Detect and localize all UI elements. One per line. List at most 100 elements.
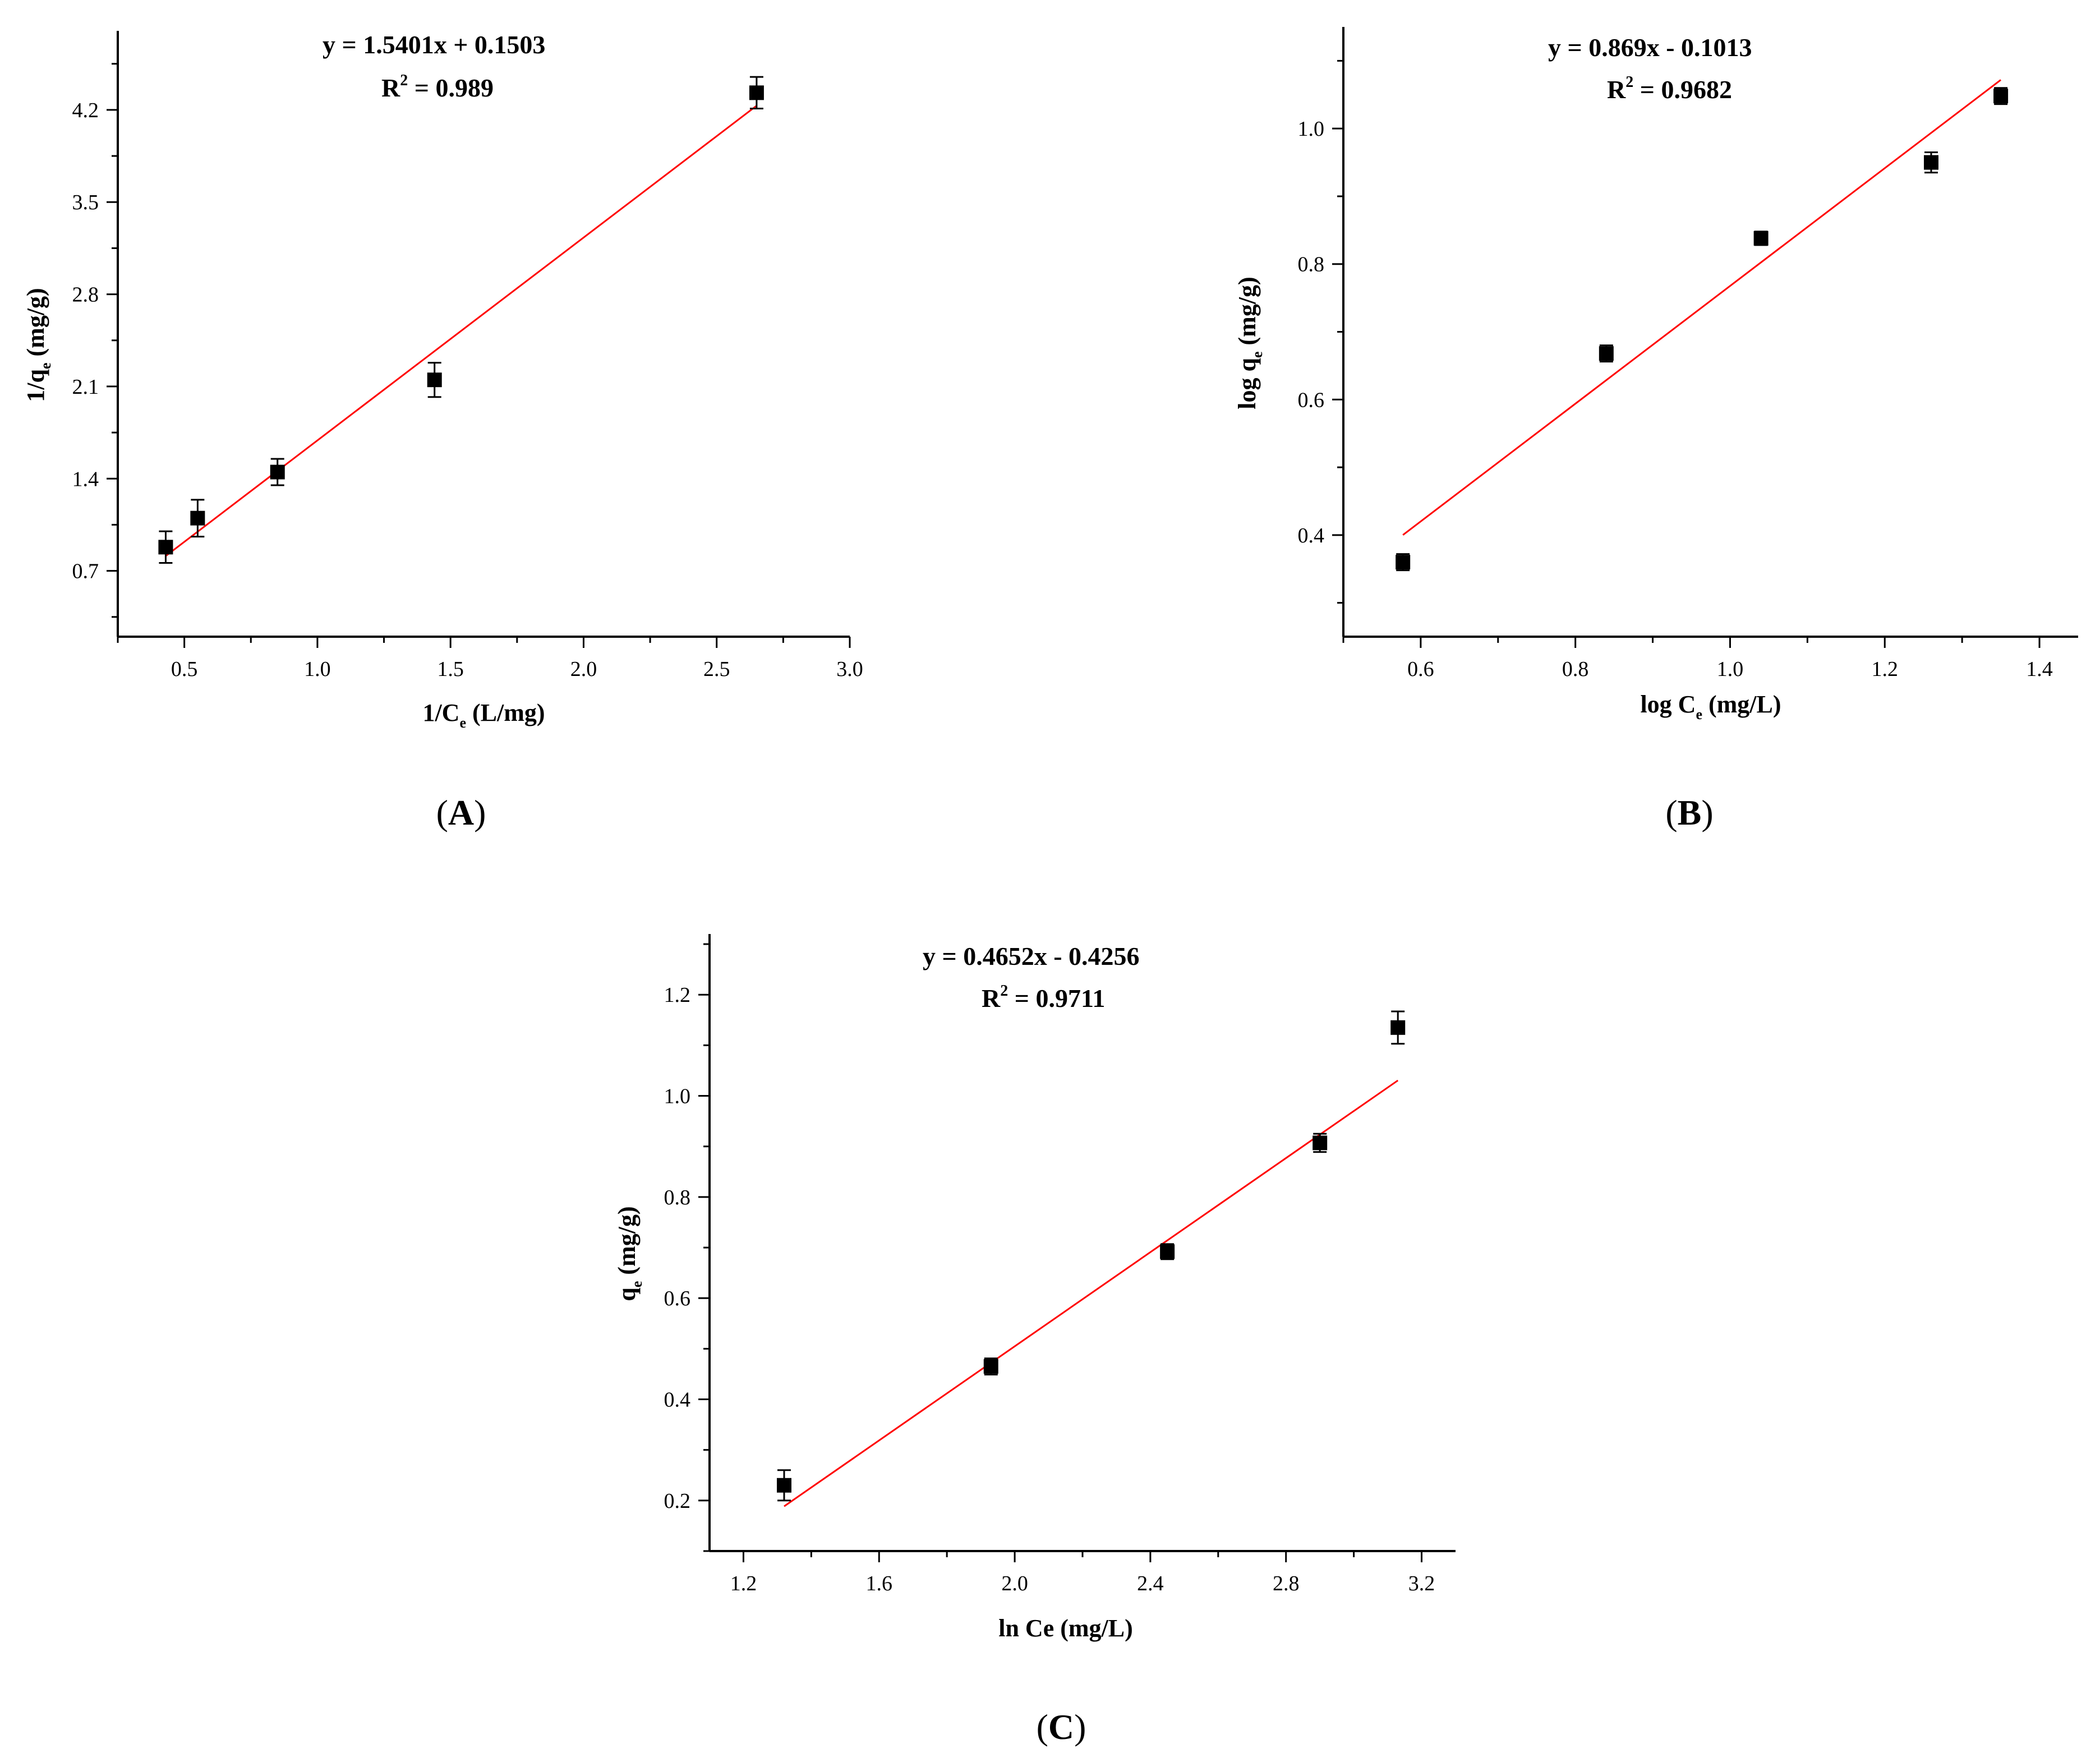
chart-panel-c: 1.2 1.6 2.0 2.4 2.8 3.2 0.2 0.4 0.6 0.8 1.0 1.2 y = … bbox=[613, 934, 1456, 1747]
panel-label-letter-b: B bbox=[1678, 793, 1702, 832]
y-axis-label-a-main: 1/q bbox=[22, 369, 49, 402]
x-axis-label-c: ln Ce (mg/L) bbox=[998, 1614, 1133, 1642]
data-point-a bbox=[270, 464, 285, 480]
panel-label-close-paren-c: ) bbox=[1074, 1707, 1086, 1747]
x-axis-label-b-rest: (mg/L) bbox=[1702, 691, 1781, 718]
fit-line-a bbox=[165, 105, 757, 557]
x-tick-label-c: 3.2 bbox=[1408, 1572, 1435, 1595]
x-tick-label-c: 1.2 bbox=[730, 1572, 757, 1595]
x-tick-label-b: 1.0 bbox=[1717, 657, 1744, 681]
data-point-a bbox=[190, 510, 205, 526]
r-squared-letter-a: R bbox=[381, 73, 400, 102]
panel-label-close-paren-a: ) bbox=[474, 793, 486, 832]
y-axis-label-c-subscript: e bbox=[629, 1281, 645, 1288]
x-tick-label-b: 1.4 bbox=[2026, 657, 2053, 681]
data-point-b bbox=[1753, 231, 1769, 246]
y-tick-label-a: 1.4 bbox=[72, 467, 99, 491]
y-tick-label-c: 0.8 bbox=[664, 1186, 691, 1209]
panel-label-letter-c: C bbox=[1048, 1707, 1074, 1747]
panel-label-open-paren-a: ( bbox=[436, 793, 448, 832]
fit-line-b bbox=[1402, 79, 2002, 536]
data-point-c bbox=[983, 1359, 998, 1374]
fit-equation-a: y = 1.5401x + 0.1503 bbox=[323, 30, 545, 59]
x-tick-label-c: 1.6 bbox=[866, 1572, 893, 1595]
y-axis-label-b-subscript: e bbox=[1249, 351, 1265, 358]
y-tick-label-b: 0.6 bbox=[1298, 388, 1325, 412]
panel-label-c: (C) bbox=[1037, 1707, 1086, 1747]
panel-label-b: (B) bbox=[1665, 793, 1713, 832]
x-tick-label-a: 3.0 bbox=[836, 657, 863, 681]
y-tick-label-c: 0.4 bbox=[664, 1388, 691, 1412]
y-tick-label-a: 2.1 bbox=[72, 375, 99, 399]
data-point-a bbox=[427, 372, 442, 388]
x-axis-label-a-subscript: e bbox=[459, 715, 466, 731]
x-axis-label-a: 1/Ce (L/mg) bbox=[422, 699, 545, 731]
fit-equation-b: y = 0.869x - 0.1013 bbox=[1548, 33, 1752, 62]
x-tick-label-a: 2.5 bbox=[703, 657, 730, 681]
data-point-a bbox=[158, 540, 173, 555]
r-squared-superscript-c: 2 bbox=[1000, 982, 1008, 1000]
y-tick-label-a: 0.7 bbox=[72, 560, 99, 583]
y-tick-label-b: 1.0 bbox=[1298, 117, 1325, 141]
r-squared-letter-c: R bbox=[982, 984, 1001, 1013]
data-point-c bbox=[777, 1478, 791, 1493]
y-tick-label-a: 3.5 bbox=[72, 191, 99, 214]
data-point-a bbox=[749, 85, 764, 100]
chart-panel-a: 0.5 1.0 1.5 2.0 2.5 3.0 0.7 1.4 2.1 2.8 3.5 4.2 y = … bbox=[22, 30, 863, 832]
y-axis-label-b-main: log q bbox=[1233, 357, 1261, 409]
y-axis-label-c: qe (mg/g) bbox=[613, 1206, 645, 1301]
panel-label-a: (A) bbox=[436, 793, 486, 832]
y-tick-label-b: 0.8 bbox=[1298, 253, 1325, 277]
x-tick-label-a: 1.0 bbox=[304, 657, 331, 681]
y-tick-label-a: 2.8 bbox=[72, 283, 99, 307]
x-axis-label-b-subscript: e bbox=[1696, 706, 1702, 723]
y-axis-label-a-rest: (mg/g) bbox=[22, 288, 49, 362]
data-point-b bbox=[1396, 555, 1411, 570]
y-axis-label-a-subscript: e bbox=[38, 362, 54, 369]
y-axis-label-b-rest: (mg/g) bbox=[1233, 277, 1261, 351]
x-tick-label-a: 1.5 bbox=[437, 657, 464, 681]
y-axis-label-c-rest: (mg/g) bbox=[613, 1206, 641, 1281]
data-point-c bbox=[1390, 1020, 1406, 1035]
y-tick-label-c: 1.2 bbox=[664, 983, 691, 1007]
data-point-c bbox=[1160, 1244, 1175, 1259]
y-tick-label-a: 4.2 bbox=[72, 99, 99, 122]
panel-label-close-paren-b: ) bbox=[1701, 793, 1713, 832]
x-tick-label-b: 0.6 bbox=[1407, 657, 1434, 681]
x-tick-label-a: 2.0 bbox=[570, 657, 597, 681]
x-tick-label-b: 1.2 bbox=[1872, 657, 1899, 681]
y-axis-label-a: 1/qe (mg/g) bbox=[22, 288, 54, 402]
panel-label-open-paren-b: ( bbox=[1665, 793, 1677, 832]
r-squared-value-b: = 0.9682 bbox=[1633, 75, 1732, 104]
y-tick-label-b: 0.4 bbox=[1298, 524, 1325, 547]
x-tick-label-c: 2.0 bbox=[1001, 1572, 1028, 1595]
x-axis-label-b: log Ce (mg/L) bbox=[1640, 691, 1781, 723]
r-squared-superscript-a: 2 bbox=[400, 72, 408, 89]
y-axis-label-b: log qe (mg/g) bbox=[1233, 277, 1265, 409]
data-point-b bbox=[1924, 155, 1938, 170]
r-squared-b: R2 = 0.9682 bbox=[1607, 73, 1732, 104]
x-axis-label-c-main: ln Ce (mg/L) bbox=[998, 1614, 1133, 1642]
r-squared-superscript-b: 2 bbox=[1625, 73, 1633, 91]
data-point-c bbox=[1312, 1135, 1328, 1151]
panel-label-letter-a: A bbox=[448, 793, 474, 832]
r-squared-letter-b: R bbox=[1607, 75, 1626, 104]
x-tick-label-b: 0.8 bbox=[1562, 657, 1589, 681]
x-axis-label-a-rest: (L/mg) bbox=[466, 699, 545, 726]
x-tick-label-c: 2.4 bbox=[1137, 1572, 1164, 1595]
x-tick-label-a: 0.5 bbox=[171, 657, 198, 681]
r-squared-value-c: = 0.9711 bbox=[1008, 984, 1105, 1013]
y-axis-label-c-main: q bbox=[613, 1287, 641, 1301]
r-squared-a: R2 = 0.989 bbox=[381, 72, 494, 102]
fit-equation-c: y = 0.4652x - 0.4256 bbox=[923, 942, 1140, 970]
x-axis-label-b-main: log C bbox=[1640, 691, 1696, 718]
x-axis-label-a-main: 1/C bbox=[422, 699, 459, 726]
r-squared-c: R2 = 0.9711 bbox=[982, 982, 1105, 1013]
y-tick-label-c: 1.0 bbox=[664, 1085, 691, 1108]
y-tick-label-c: 0.2 bbox=[664, 1489, 691, 1513]
y-tick-label-c: 0.6 bbox=[664, 1287, 691, 1310]
data-point-b bbox=[1993, 89, 2009, 104]
chart-panel-b: 0.6 0.8 1.0 1.2 1.4 0.4 0.6 0.8 1.0 y = 0.869x - … bbox=[1233, 27, 2078, 832]
